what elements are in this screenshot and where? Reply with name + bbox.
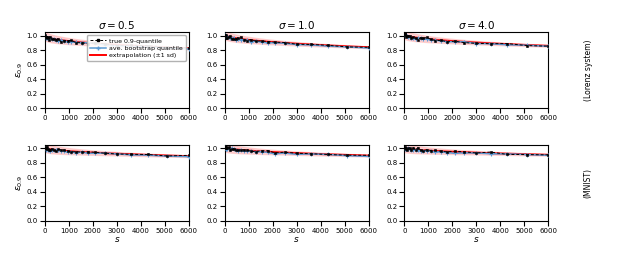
X-axis label: $s$: $s$ bbox=[113, 235, 120, 244]
Title: $\sigma = 1.0$: $\sigma = 1.0$ bbox=[278, 19, 315, 31]
X-axis label: $s$: $s$ bbox=[473, 235, 479, 244]
Legend: true 0.9-quantile, ave. bootstrap quantile, extrapolation (±1 sd): true 0.9-quantile, ave. bootstrap quanti… bbox=[87, 35, 186, 61]
Text: (MNIST): (MNIST) bbox=[584, 168, 593, 198]
Y-axis label: $\varepsilon_{0.9}$: $\varepsilon_{0.9}$ bbox=[15, 62, 25, 78]
Text: (Lorenz system): (Lorenz system) bbox=[584, 39, 593, 101]
Title: $\sigma = 0.5$: $\sigma = 0.5$ bbox=[99, 19, 135, 31]
Title: $\sigma = 4.0$: $\sigma = 4.0$ bbox=[458, 19, 495, 31]
Y-axis label: $\varepsilon_{0.9}$: $\varepsilon_{0.9}$ bbox=[15, 174, 25, 191]
X-axis label: $s$: $s$ bbox=[293, 235, 300, 244]
